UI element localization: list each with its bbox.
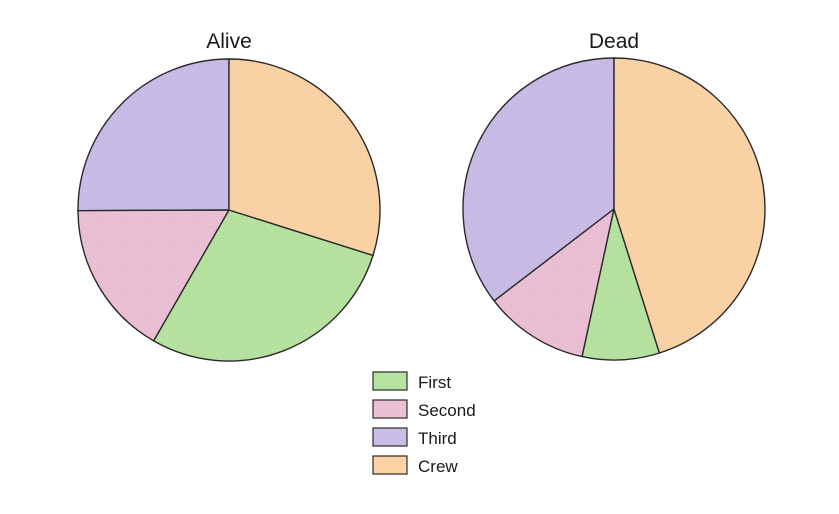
- legend-item-second: Second: [372, 399, 476, 420]
- alive-slice-first-texture: [153, 210, 374, 361]
- legend: First Second Third Crew: [372, 371, 476, 476]
- legend-swatch-second: [372, 399, 408, 419]
- alive-pie: [77, 58, 381, 362]
- dead-slice-crew-texture: [614, 58, 765, 354]
- dead-chart-title: Dead: [589, 30, 639, 53]
- legend-item-third: Third: [372, 427, 457, 448]
- legend-label-third: Third: [418, 429, 457, 448]
- dead-slice-third-texture: [463, 58, 614, 301]
- dead-pie: [462, 57, 766, 361]
- alive-slice-second-texture: [78, 210, 229, 341]
- legend-item-crew: Crew: [372, 455, 458, 476]
- alive-chart-title: Alive: [206, 30, 252, 53]
- alive-slice-crew-texture: [229, 59, 380, 256]
- legend-swatch-first: [372, 371, 408, 391]
- dead-slice-first-texture: [582, 209, 660, 360]
- legend-label-second: Second: [418, 401, 476, 420]
- legend-label-first: First: [418, 373, 451, 392]
- alive-slice-third-texture: [77, 59, 229, 211]
- dead-slice-second-texture: [494, 209, 614, 357]
- legend-swatch-third: [372, 427, 408, 447]
- legend-swatch-crew: [372, 455, 408, 475]
- legend-item-first: First: [372, 371, 451, 392]
- legend-label-crew: Crew: [418, 457, 458, 476]
